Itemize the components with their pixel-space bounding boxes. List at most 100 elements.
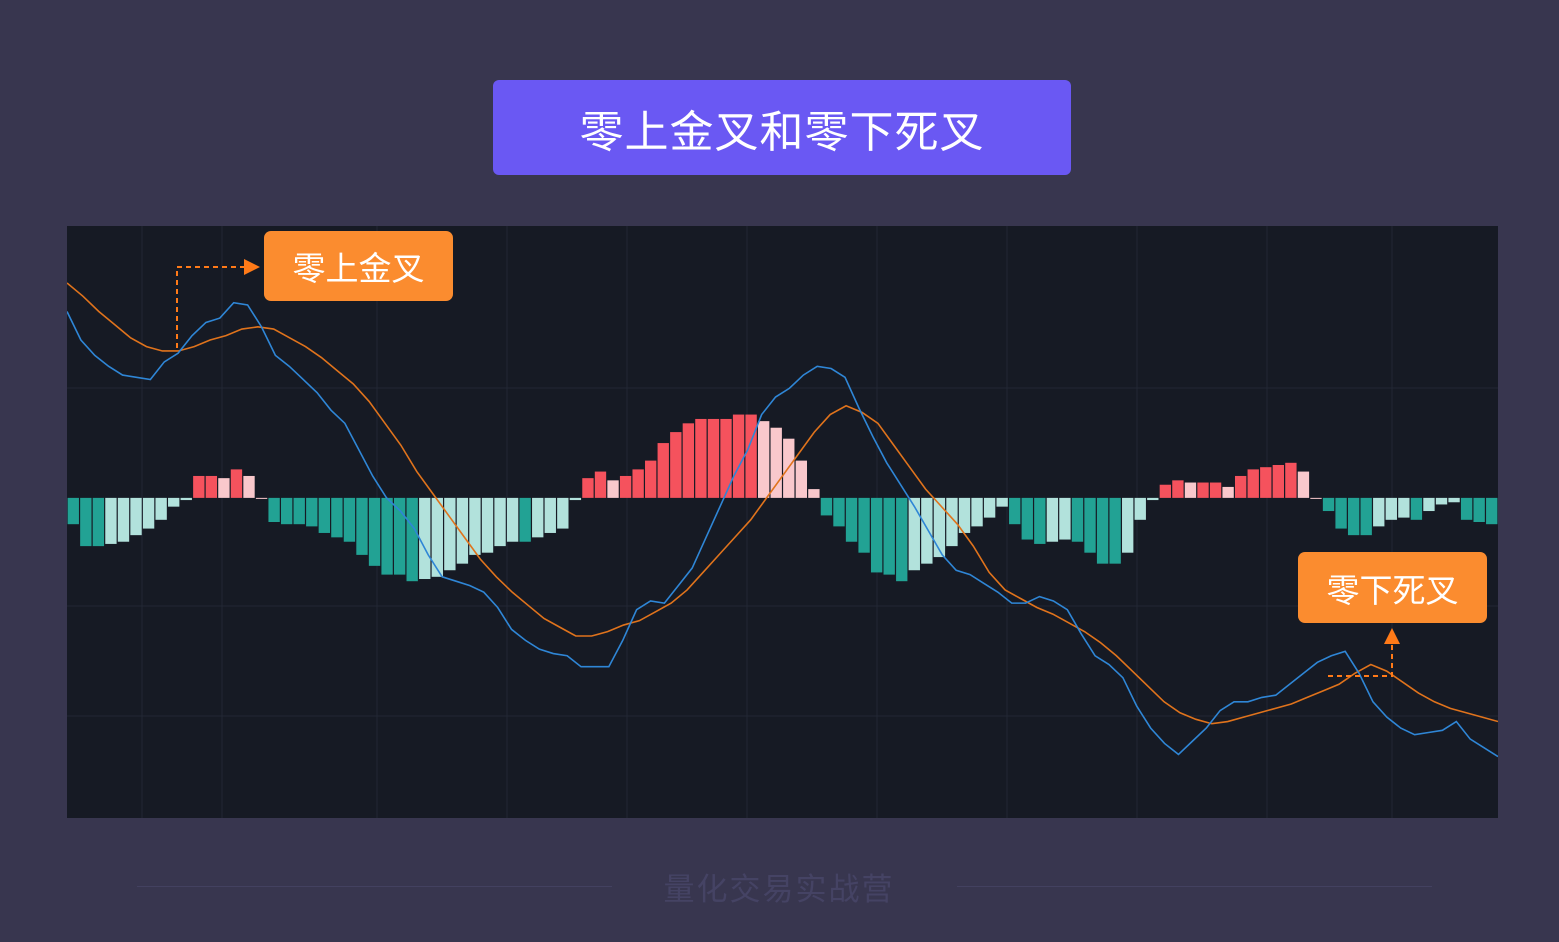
- histogram-bar: [833, 497, 845, 527]
- histogram-bar: [306, 497, 318, 527]
- histogram-bar: [845, 497, 858, 542]
- histogram-bar: [745, 414, 757, 498]
- histogram-bar: [1109, 497, 1121, 564]
- histogram-bar: [105, 497, 117, 544]
- histogram-bar: [1448, 497, 1460, 503]
- histogram-bar: [280, 497, 293, 525]
- histogram-bar: [1184, 482, 1197, 498]
- macd-chart: [67, 226, 1498, 818]
- histogram-bar: [1410, 497, 1423, 520]
- histogram-bar: [293, 497, 305, 525]
- histogram-bar: [406, 497, 418, 582]
- histogram-bar: [1034, 497, 1046, 544]
- death-cross-callout: 零下死叉: [1298, 552, 1487, 623]
- histogram-bar: [933, 497, 946, 558]
- histogram-bar: [757, 421, 770, 498]
- dif-line: [67, 301, 1498, 758]
- histogram-bar: [1046, 497, 1059, 542]
- histogram-bar: [130, 497, 142, 536]
- histogram-bar: [444, 497, 456, 571]
- histogram-bar: [180, 497, 192, 501]
- histogram-bar: [657, 443, 669, 498]
- dea-line: [67, 282, 1498, 725]
- histogram-bar: [469, 497, 481, 555]
- histogram-bar: [582, 478, 594, 498]
- histogram-bar: [67, 497, 79, 525]
- golden-cross-callout: 零上金叉: [264, 231, 453, 301]
- histogram-bar: [356, 497, 368, 555]
- footer-watermark: 量化交易实战营: [663, 872, 895, 908]
- histogram-bar: [557, 497, 569, 529]
- histogram-bar: [1373, 497, 1385, 527]
- histogram-bar: [632, 469, 644, 498]
- histogram-bar: [243, 475, 255, 498]
- histogram-bar: [1486, 497, 1498, 525]
- histogram-bar: [1059, 497, 1071, 540]
- histogram-bar: [205, 475, 218, 498]
- histogram-bar: [795, 460, 807, 498]
- grid: [67, 226, 1498, 818]
- histogram-bar: [1322, 497, 1335, 512]
- histogram-bar: [695, 418, 707, 498]
- histogram-bar: [80, 497, 92, 547]
- histogram-bar: [1385, 497, 1397, 520]
- histogram-bar: [983, 497, 996, 518]
- histogram-bar: [318, 497, 330, 533]
- histogram-bar: [921, 497, 933, 564]
- histogram-bar: [1423, 497, 1435, 512]
- histogram-bar: [946, 497, 958, 547]
- histogram-bar: [569, 497, 582, 501]
- histogram-bar: [506, 497, 519, 542]
- histogram-bar: [858, 497, 870, 553]
- histogram-bar: [958, 497, 971, 533]
- histogram-bar: [117, 497, 130, 542]
- histogram-bar: [168, 497, 180, 507]
- histogram-bar: [883, 497, 895, 575]
- histogram-bar: [519, 497, 531, 542]
- histogram-bar: [481, 497, 494, 553]
- histogram-bar: [707, 418, 720, 498]
- histogram-bar: [1360, 497, 1372, 536]
- histogram-bar: [268, 497, 280, 522]
- histogram-bar: [343, 497, 356, 542]
- histogram-bar: [1122, 497, 1134, 553]
- histogram-bar: [1071, 497, 1084, 542]
- histogram-bar: [142, 497, 155, 529]
- histogram-bar: [456, 497, 469, 564]
- footer-divider-right: [957, 886, 1432, 887]
- histogram-bar: [1247, 469, 1259, 498]
- histogram-bar: [720, 418, 732, 498]
- histogram-bar: [218, 478, 230, 498]
- histogram-bar: [619, 475, 632, 498]
- histogram-bar: [1096, 497, 1109, 564]
- histogram-bar: [193, 475, 205, 498]
- histogram-bar: [1159, 484, 1172, 498]
- histogram-bar: [1209, 482, 1222, 498]
- histogram-bar: [1473, 497, 1485, 522]
- histogram-bar: [808, 489, 820, 498]
- histogram-bar: [594, 471, 607, 498]
- histogram-bar: [1222, 486, 1234, 498]
- histogram-bar: [255, 497, 268, 499]
- histogram-bar: [896, 497, 908, 582]
- histogram-bar: [870, 497, 883, 573]
- histogram-bar: [607, 480, 619, 498]
- footer-divider-left: [137, 886, 612, 887]
- histogram-bar: [732, 414, 745, 498]
- histogram-bar: [670, 432, 682, 498]
- histogram-bar: [971, 497, 983, 527]
- histogram-bar: [682, 423, 695, 498]
- histogram-bar: [1347, 497, 1360, 536]
- histogram-bar: [544, 497, 556, 533]
- histogram-bar: [1147, 497, 1159, 501]
- histogram-bar: [1398, 497, 1410, 518]
- macd-chart-svg: [67, 226, 1498, 818]
- histogram-bar: [532, 497, 544, 538]
- histogram-bar: [331, 497, 343, 538]
- histogram-bar: [230, 469, 243, 498]
- histogram-bar: [1435, 497, 1448, 505]
- chart-title: 零上金叉和零下死叉: [493, 80, 1071, 175]
- histogram-bar: [419, 497, 431, 580]
- histogram-bar: [155, 497, 167, 520]
- histogram-bar: [431, 497, 443, 577]
